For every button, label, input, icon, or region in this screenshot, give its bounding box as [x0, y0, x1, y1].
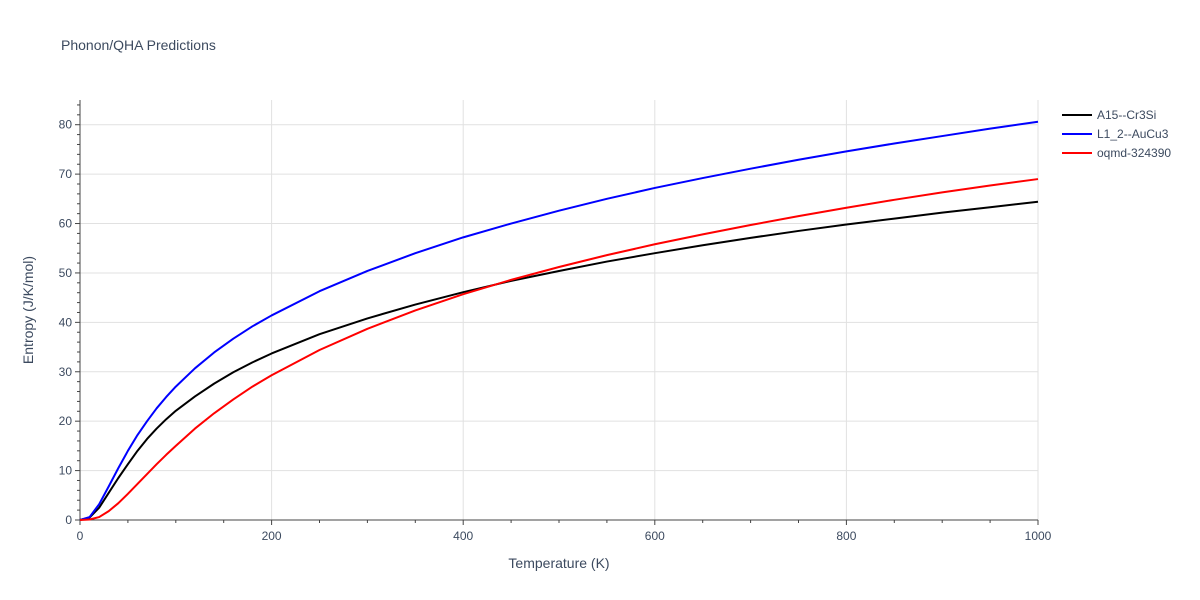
y-tick-label: 10	[59, 464, 73, 478]
legend-label: A15--Cr3Si	[1097, 108, 1156, 122]
chart-title: Phonon/QHA Predictions	[61, 37, 216, 53]
y-tick-label: 60	[59, 217, 73, 231]
legend-label: L1_2--AuCu3	[1097, 127, 1169, 141]
legend[interactable]: A15--Cr3Si L1_2--AuCu3 oqmd-324390	[1062, 108, 1171, 160]
y-tick-label: 50	[59, 266, 73, 280]
y-tick-label: 70	[59, 167, 73, 181]
legend-item[interactable]: oqmd-324390	[1062, 146, 1171, 160]
x-tick-label: 200	[262, 529, 282, 543]
axes: 0 200 400 600 800 1000 0 10 20 30 40 50 60 70 80	[59, 100, 1052, 543]
x-tick-label: 400	[453, 529, 473, 543]
y-tick-label: 40	[59, 315, 73, 329]
series-line-2	[79, 120, 1039, 521]
y-tick-label: 20	[59, 414, 73, 428]
x-tick-label: 600	[645, 529, 665, 543]
series-lines	[79, 120, 1039, 521]
x-tick-label: 0	[77, 529, 84, 543]
legend-item[interactable]: L1_2--AuCu3	[1062, 127, 1169, 141]
legend-item[interactable]: A15--Cr3Si	[1062, 108, 1156, 122]
y-tick-label: 30	[59, 365, 73, 379]
x-tick-label: 1000	[1025, 529, 1052, 543]
grid	[80, 100, 1039, 520]
y-axis-title: Entropy (J/K/mol)	[20, 256, 36, 364]
y-tick-label: 0	[65, 513, 72, 527]
legend-label: oqmd-324390	[1097, 146, 1171, 160]
y-tick-label: 80	[59, 118, 73, 132]
series-line-3	[79, 178, 1039, 521]
x-tick-label: 800	[836, 529, 856, 543]
x-axis-title: Temperature (K)	[508, 555, 609, 571]
series-line-1	[79, 200, 1039, 521]
